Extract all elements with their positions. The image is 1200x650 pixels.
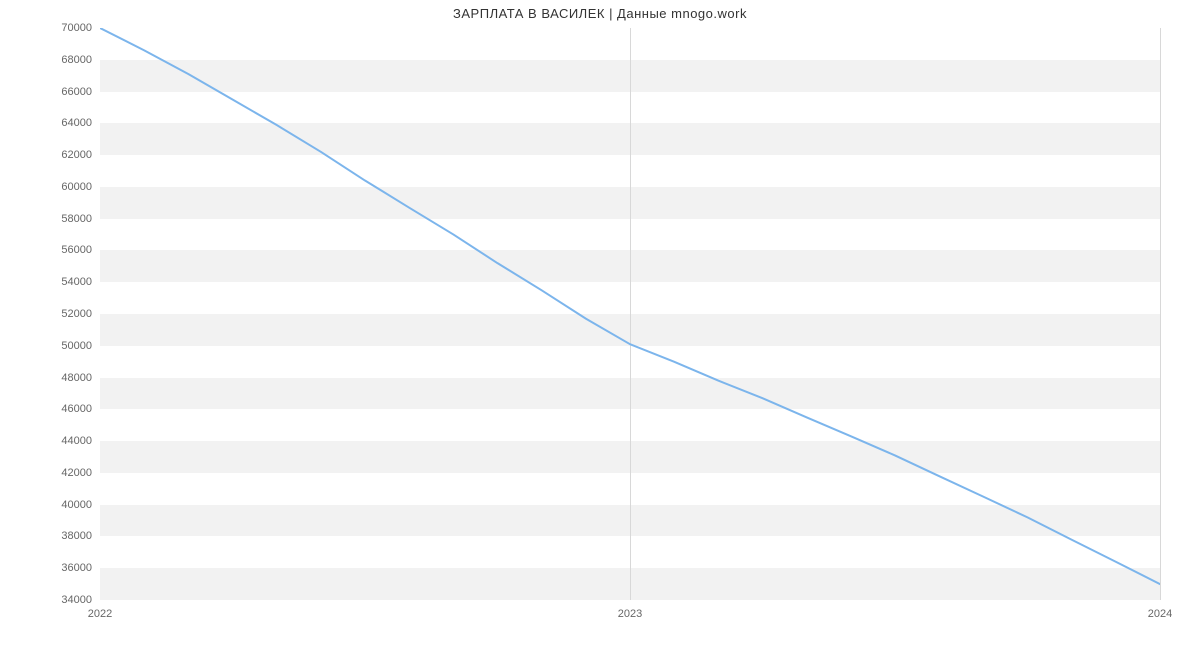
y-tick-label: 54000 [0, 276, 92, 288]
plot-area [100, 28, 1160, 600]
y-tick-label: 52000 [0, 308, 92, 320]
y-tick-label: 38000 [0, 530, 92, 542]
y-tick-label: 56000 [0, 244, 92, 256]
y-tick-label: 40000 [0, 499, 92, 511]
y-tick-label: 70000 [0, 22, 92, 34]
y-tick-label: 36000 [0, 562, 92, 574]
x-tick-label: 2023 [618, 608, 642, 620]
y-tick-label: 66000 [0, 86, 92, 98]
y-tick-label: 64000 [0, 117, 92, 129]
y-tick-label: 50000 [0, 340, 92, 352]
line-series [100, 28, 1160, 600]
y-tick-label: 62000 [0, 149, 92, 161]
salary-chart: ЗАРПЛАТА В ВАСИЛЕК | Данные mnogo.work 3… [0, 0, 1200, 650]
y-tick-label: 60000 [0, 181, 92, 193]
x-tick-label: 2024 [1148, 608, 1172, 620]
y-tick-label: 42000 [0, 467, 92, 479]
x-gridline [1160, 28, 1161, 600]
y-tick-label: 58000 [0, 213, 92, 225]
y-tick-label: 44000 [0, 435, 92, 447]
y-tick-label: 34000 [0, 594, 92, 606]
x-tick-label: 2022 [88, 608, 112, 620]
y-tick-label: 68000 [0, 54, 92, 66]
chart-title: ЗАРПЛАТА В ВАСИЛЕК | Данные mnogo.work [0, 6, 1200, 21]
y-tick-label: 46000 [0, 403, 92, 415]
y-tick-label: 48000 [0, 372, 92, 384]
